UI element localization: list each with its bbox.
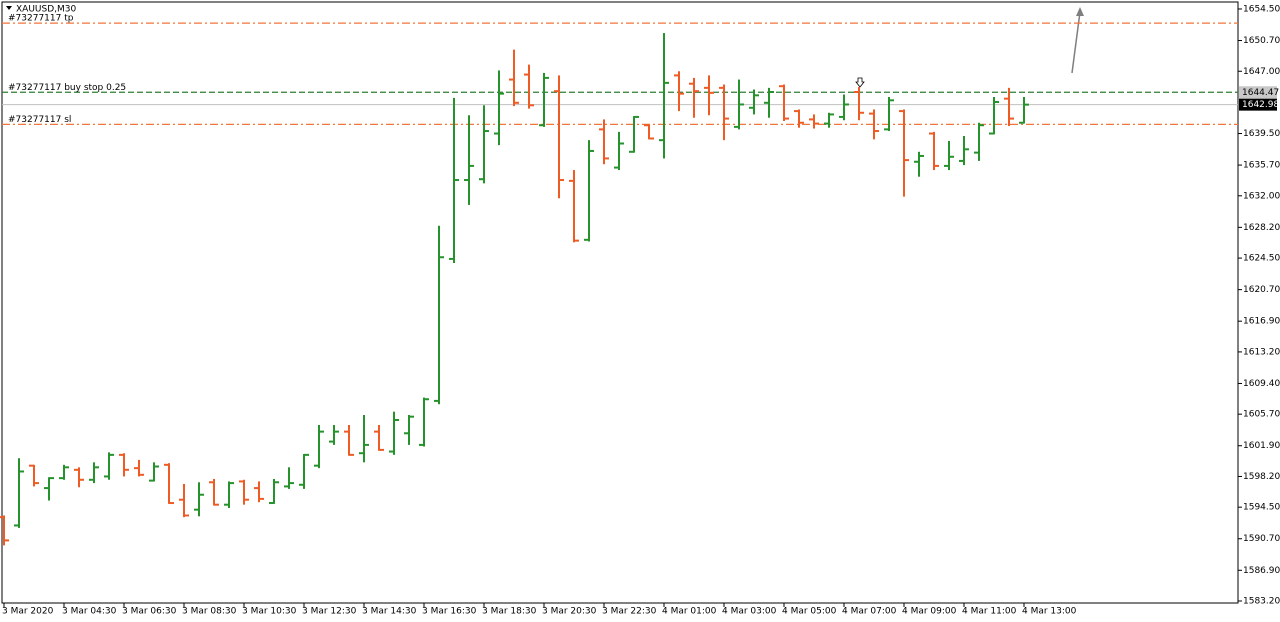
- x-tick-label: 3 Mar 06:30: [122, 607, 177, 617]
- x-tick-label: 4 Mar 01:00: [662, 607, 717, 617]
- x-tick-label: 3 Mar 18:30: [482, 607, 537, 617]
- y-tick-label: 1609.40: [1243, 379, 1280, 389]
- y-tick-label: 1586.90: [1243, 566, 1280, 576]
- y-tick-label: 1654.50: [1243, 4, 1280, 14]
- x-tick-label: 3 Mar 12:30: [302, 607, 357, 617]
- y-tick-label: 1639.50: [1243, 129, 1280, 139]
- y-tick-label: 1628.20: [1243, 223, 1280, 233]
- y-tick-label: 1616.90: [1243, 317, 1280, 327]
- y-tick-label: 1647.00: [1243, 67, 1280, 77]
- x-tick-label: 4 Mar 03:00: [722, 607, 777, 617]
- x-tick-label: 3 Mar 14:30: [362, 607, 417, 617]
- y-tick-label: 1632.00: [1243, 191, 1280, 201]
- price-tag: [1239, 86, 1277, 99]
- y-tick-label: 1620.70: [1243, 285, 1280, 295]
- x-tick-label: 4 Mar 09:00: [902, 607, 957, 617]
- fractal-arrow: [855, 77, 865, 88]
- price-tag-label: 1644.47: [1242, 88, 1279, 98]
- bid-tag-label: 1642.98: [1242, 100, 1279, 110]
- x-tick-label: 4 Mar 11:00: [962, 607, 1017, 617]
- x-tick-label: 3 Mar 10:30: [242, 607, 297, 617]
- x-tick-label: 3 Mar 2020: [2, 607, 54, 617]
- x-tick-label: 4 Mar 07:00: [842, 607, 897, 617]
- y-tick-label: 1594.50: [1243, 503, 1280, 513]
- x-tick-label: 3 Mar 08:30: [182, 607, 237, 617]
- y-tick-label: 1624.50: [1243, 254, 1280, 264]
- trade-arrow: [1071, 11, 1081, 74]
- y-tick-label: 1613.20: [1243, 347, 1280, 357]
- x-tick-label: 3 Mar 04:30: [62, 607, 117, 617]
- y-tick-label: 1650.70: [1243, 36, 1280, 46]
- x-tick-label: 4 Mar 05:00: [782, 607, 837, 617]
- y-tick-label: 1605.70: [1243, 410, 1280, 420]
- trade-arrow-head: [1076, 7, 1084, 16]
- y-tick-label: 1601.90: [1243, 441, 1280, 451]
- bid-tag: [1239, 98, 1277, 111]
- y-tick-label: 1635.70: [1243, 161, 1280, 171]
- y-tick-label: 1598.20: [1243, 472, 1280, 482]
- y-tick-label: 1590.70: [1243, 534, 1280, 544]
- order-level-label: #73277117 buy stop 0.25: [8, 83, 126, 93]
- order-level-label: #73277117 tp: [8, 14, 74, 24]
- order-level-label: #73277117 sl: [8, 115, 71, 125]
- x-tick-label: 3 Mar 16:30: [422, 607, 477, 617]
- x-tick-label: 4 Mar 13:00: [1022, 607, 1077, 617]
- y-tick-label: 1583.20: [1243, 597, 1280, 607]
- x-tick-label: 3 Mar 20:30: [542, 607, 597, 617]
- chart-title: XAUUSD,M30: [16, 5, 76, 15]
- symbol-menu-icon[interactable]: [6, 6, 12, 10]
- plot-frame: [1, 1, 1239, 604]
- chart-layer: 1654.50 1650.70 1647.00 1639.50 1635.70 1632.…: [0, 4, 1280, 617]
- x-tick-label: 3 Mar 22:30: [602, 607, 657, 617]
